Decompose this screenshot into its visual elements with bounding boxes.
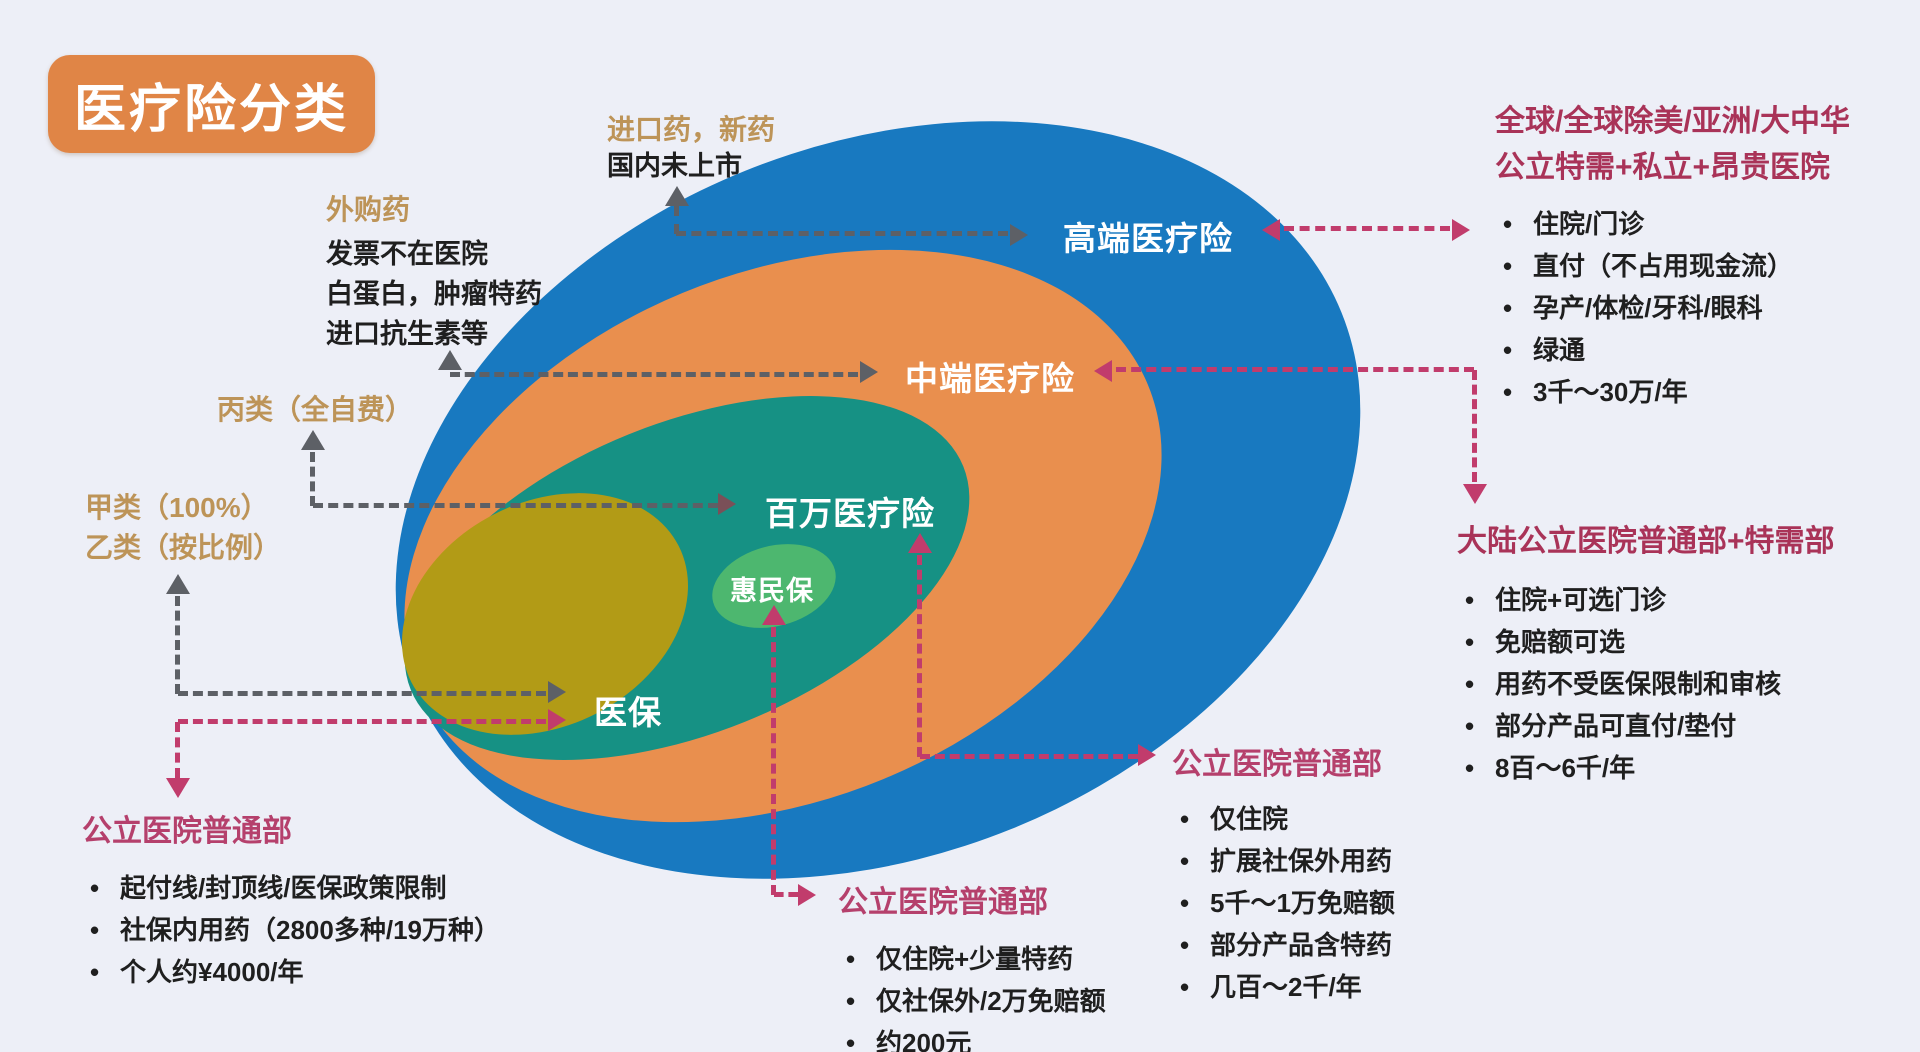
- block-huimin-title: 公立医院普通部: [838, 886, 1048, 919]
- arrow-down-mainland-icon: [1463, 484, 1487, 504]
- block-high-end-title-2: 公立特需+私立+昂贵医院: [1495, 151, 1831, 184]
- list-item: 直付（不占用现金流）: [1495, 245, 1850, 287]
- block-mid-end-details: 大陆公立医院普通部+特需部 住院+可选门诊 免赔额可选 用药不受医保限制和审核 …: [1457, 519, 1835, 789]
- connector-million-hline: [920, 754, 1138, 759]
- connector-class-c-hline: [313, 503, 718, 508]
- block-high-end-title-1: 全球/全球除美/亚洲/大中华: [1495, 105, 1851, 138]
- label-mid-end-medical: 中端医疗险: [905, 360, 1075, 397]
- list-item: 仅住院: [1172, 798, 1395, 840]
- list-item: 扩展社保外用药: [1172, 840, 1395, 882]
- connector-class-ab-vline: [175, 596, 180, 694]
- block-million-list: 仅住院 扩展社保外用药 5千～1万免赔额 部分产品含特药 几百～2千/年: [1172, 798, 1395, 1008]
- connector-class-c-vline: [310, 452, 315, 506]
- connector-imported-vline: [674, 206, 679, 234]
- label-imported-drugs: 进口药，新药: [607, 114, 776, 145]
- label-yibao: 医保: [594, 694, 662, 731]
- arrow-right-midend-icon: [860, 361, 878, 383]
- connector-midend-vline: [1472, 370, 1477, 482]
- title-badge: 医疗险分类: [48, 55, 375, 153]
- arrow-up-huimin-icon: [762, 605, 786, 625]
- arrow-right-highend-icon: [1010, 224, 1028, 246]
- list-item: 5千～1万免赔额: [1172, 882, 1395, 924]
- page-title: 医疗险分类: [73, 80, 349, 139]
- connector-class-ab-hline: [178, 691, 546, 696]
- arrow-up-imported-icon: [665, 186, 689, 206]
- note-external-drugs-3: 进口抗生素等: [326, 319, 488, 349]
- list-item: 住院/门诊: [1495, 203, 1850, 245]
- list-item: 8百～6千/年: [1457, 747, 1835, 789]
- connector-million-vline: [917, 555, 922, 757]
- arrow-right-global-icon: [1452, 219, 1470, 241]
- label-high-end-medical: 高端医疗险: [1063, 220, 1233, 257]
- arrow-up-million-icon: [908, 533, 932, 553]
- connector-huimin-hline: [774, 892, 798, 897]
- list-item: 几百～2千/年: [1172, 966, 1395, 1008]
- arrow-right-million-gap-icon: [718, 493, 736, 515]
- label-external-drugs: 外购药: [326, 194, 411, 225]
- list-item: 部分产品可直付/垫付: [1457, 705, 1835, 747]
- block-yibao-details: 公立医院普通部 起付线/封顶线/医保政策限制 社保内用药（2800多种/19万种…: [82, 809, 500, 993]
- list-item: 用药不受医保限制和审核: [1457, 663, 1835, 705]
- block-high-end-details: 全球/全球除美/亚洲/大中华 公立特需+私立+昂贵医院 住院/门诊 直付（不占用…: [1495, 99, 1850, 413]
- note-external-drugs-1: 发票不在医院: [326, 239, 488, 269]
- list-item: 孕产/体检/牙科/眼科: [1495, 287, 1850, 329]
- label-class-a: 甲类（100%）: [85, 492, 269, 523]
- block-mid-end-list: 住院+可选门诊 免赔额可选 用药不受医保限制和审核 部分产品可直付/垫付 8百～…: [1457, 579, 1835, 789]
- list-item: 约200元: [838, 1022, 1106, 1052]
- block-huimin-details: 公立医院普通部 仅住院+少量特药 仅社保外/2万免赔额 约200元: [838, 880, 1106, 1052]
- note-external-drugs-2: 白蛋白，肿瘤特药: [326, 279, 542, 309]
- block-million-title: 公立医院普通部: [1172, 748, 1382, 781]
- arrow-up-external-icon: [438, 350, 462, 370]
- note-imported-drugs: 国内未上市: [607, 151, 742, 181]
- arrow-left-midend-icon: [1094, 360, 1112, 382]
- arrow-up-class-ab-icon: [166, 574, 190, 594]
- list-item: 仅住院+少量特药: [838, 938, 1106, 980]
- connector-imported-hline: [676, 231, 1008, 236]
- block-high-end-list: 住院/门诊 直付（不占用现金流） 孕产/体检/牙科/眼科 绿通 3千～30万/年: [1495, 203, 1850, 413]
- arrow-right-yibao-pink-icon: [548, 709, 566, 731]
- list-item: 仅社保外/2万免赔额: [838, 980, 1106, 1022]
- connector-highend-global-hline: [1284, 226, 1450, 231]
- arrow-left-highend-icon: [1262, 219, 1280, 241]
- list-item: 住院+可选门诊: [1457, 579, 1835, 621]
- label-huiminbao: 惠民保: [730, 576, 814, 606]
- label-class-c: 丙类（全自费）: [217, 394, 414, 425]
- connector-yibao-pink-vline: [175, 722, 180, 778]
- list-item: 起付线/封顶线/医保政策限制: [82, 867, 500, 909]
- connector-external-hline: [450, 372, 858, 377]
- list-item: 个人约¥4000/年: [82, 951, 500, 993]
- arrow-right-yibao-gray-icon: [548, 681, 566, 703]
- connector-yibao-pink-hline: [178, 719, 546, 724]
- label-class-b: 乙类（按比例）: [85, 532, 282, 563]
- list-item: 社保内用药（2800多种/19万种）: [82, 909, 500, 951]
- list-item: 绿通: [1495, 329, 1850, 371]
- block-mid-end-title: 大陆公立医院普通部+特需部: [1457, 525, 1835, 558]
- arrow-right-million-block-icon: [1138, 744, 1156, 766]
- list-item: 部分产品含特药: [1172, 924, 1395, 966]
- block-huimin-list: 仅住院+少量特药 仅社保外/2万免赔额 约200元: [838, 938, 1106, 1052]
- label-million-medical: 百万医疗险: [765, 495, 935, 532]
- block-million-details: 公立医院普通部 仅住院 扩展社保外用药 5千～1万免赔额 部分产品含特药 几百～…: [1172, 742, 1395, 1008]
- arrow-right-huimin-block-icon: [798, 884, 816, 906]
- list-item: 免赔额可选: [1457, 621, 1835, 663]
- connector-midend-hline: [1116, 367, 1474, 372]
- block-yibao-list: 起付线/封顶线/医保政策限制 社保内用药（2800多种/19万种） 个人约¥40…: [82, 867, 500, 993]
- arrow-up-class-c-icon: [301, 430, 325, 450]
- arrow-down-public-bl-icon: [166, 778, 190, 798]
- list-item: 3千～30万/年: [1495, 371, 1850, 413]
- block-yibao-title: 公立医院普通部: [82, 815, 292, 848]
- connector-huimin-vline: [771, 627, 776, 895]
